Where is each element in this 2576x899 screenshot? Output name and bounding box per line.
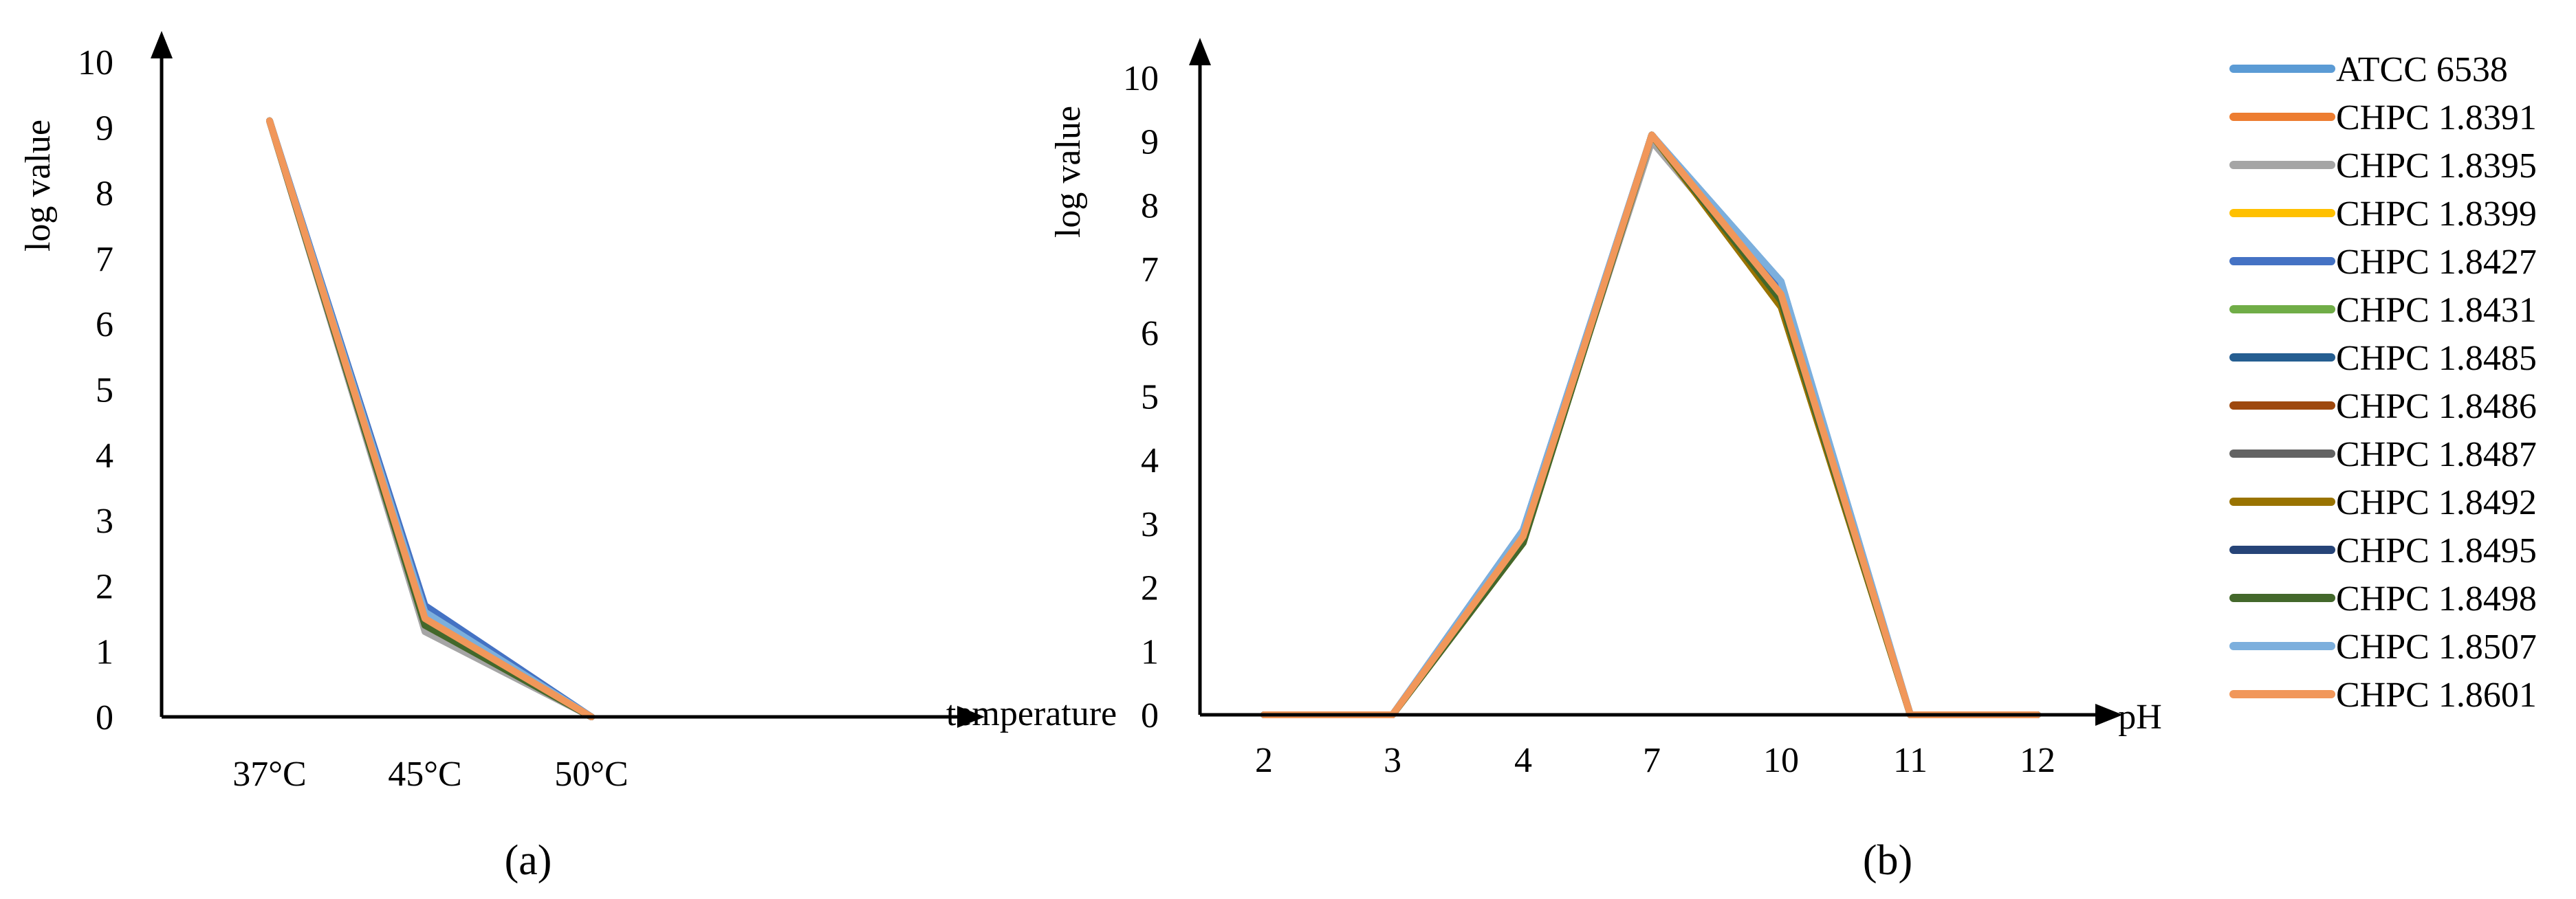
series-line bbox=[1260, 131, 2041, 718]
y-tick-label: 5 bbox=[1141, 378, 1159, 417]
series-group bbox=[266, 117, 595, 720]
legend-label: ATCC 6538 bbox=[2336, 50, 2508, 89]
legend-label: CHPC 1.8391 bbox=[2336, 98, 2537, 137]
series-group bbox=[1260, 131, 2041, 718]
x-tick-label: 12 bbox=[2020, 741, 2055, 780]
series-line bbox=[1260, 131, 2041, 718]
legend-label: CHPC 1.8498 bbox=[2336, 579, 2537, 619]
y-tick-label: 3 bbox=[96, 502, 113, 541]
series-line bbox=[266, 117, 595, 720]
x-tick-label: 37°C bbox=[232, 755, 306, 794]
series-line bbox=[1260, 131, 2041, 718]
y-tick-label: 0 bbox=[96, 698, 113, 737]
legend-label: CHPC 1.8395 bbox=[2336, 146, 2537, 186]
y-axis-arrow bbox=[151, 31, 173, 58]
legend-label: CHPC 1.8399 bbox=[2336, 195, 2537, 234]
y-axis-label: log value bbox=[19, 120, 58, 252]
y-tick-label: 9 bbox=[1141, 123, 1159, 162]
y-tick-label: 5 bbox=[96, 371, 113, 410]
panel-label-a: (a) bbox=[505, 837, 552, 884]
y-tick-label: 0 bbox=[1141, 696, 1159, 735]
series-line bbox=[1260, 131, 2041, 718]
x-tick-labels: 37°C 45°C 50°C bbox=[232, 755, 628, 794]
legend-label: CHPC 1.8427 bbox=[2336, 243, 2537, 282]
y-tick-label: 6 bbox=[1141, 314, 1159, 353]
series-line bbox=[266, 117, 595, 720]
x-tick-labels: 2 3 4 7 10 11 12 bbox=[1255, 741, 2055, 780]
x-tick-label: 10 bbox=[1763, 741, 1799, 780]
series-line bbox=[1260, 131, 2041, 718]
x-axis-label: temperature bbox=[946, 694, 1117, 733]
x-tick-label: 45°C bbox=[388, 755, 461, 794]
series-line bbox=[1260, 131, 2041, 718]
y-axis-arrow bbox=[1189, 38, 1211, 65]
y-tick-label: 6 bbox=[96, 305, 113, 344]
x-axis-arrow bbox=[2095, 704, 2123, 726]
legend-label: CHPC 1.8492 bbox=[2336, 483, 2537, 522]
y-tick-label: 8 bbox=[1141, 186, 1159, 225]
series-line bbox=[1260, 131, 2041, 718]
legend-label: CHPC 1.8495 bbox=[2336, 531, 2537, 570]
y-tick-labels: 0 1 2 3 4 5 6 7 8 9 10 bbox=[1123, 59, 1159, 735]
series-line bbox=[1260, 131, 2041, 718]
x-tick-label: 4 bbox=[1514, 741, 1532, 780]
series-line bbox=[1260, 131, 2041, 718]
chart-panel-a: 0 1 2 3 4 5 6 7 8 9 10 37°C 45°C 50°C log value temp… bbox=[19, 31, 1117, 884]
x-axis-label: pH bbox=[2118, 698, 2162, 737]
x-tick-label: 11 bbox=[1893, 741, 1928, 780]
y-tick-labels: 0 1 2 3 4 5 6 7 8 9 10 bbox=[78, 43, 113, 737]
series-line bbox=[1260, 131, 2041, 718]
y-tick-label: 9 bbox=[96, 109, 113, 148]
x-tick-label: 2 bbox=[1255, 741, 1273, 780]
y-axis-label: log value bbox=[1049, 106, 1088, 238]
panel-label-b: (b) bbox=[1863, 837, 1912, 884]
legend-label: CHPC 1.8507 bbox=[2336, 628, 2537, 667]
legend-label: CHPC 1.8431 bbox=[2336, 291, 2537, 330]
y-tick-label: 4 bbox=[96, 436, 113, 476]
series-line bbox=[1260, 131, 2041, 718]
y-tick-label: 2 bbox=[1141, 569, 1159, 608]
series-line bbox=[1260, 131, 2041, 718]
y-tick-label: 10 bbox=[78, 43, 113, 82]
legend-label: CHPC 1.8486 bbox=[2336, 387, 2537, 426]
y-tick-label: 2 bbox=[96, 567, 113, 606]
legend-label: CHPC 1.8487 bbox=[2336, 435, 2537, 474]
x-tick-label: 50°C bbox=[554, 755, 628, 794]
series-line bbox=[1260, 131, 2041, 718]
y-tick-label: 7 bbox=[96, 240, 113, 279]
x-tick-label: 7 bbox=[1643, 741, 1661, 780]
y-tick-label: 4 bbox=[1141, 441, 1159, 480]
y-tick-label: 3 bbox=[1141, 505, 1159, 544]
y-tick-label: 7 bbox=[1141, 250, 1159, 289]
y-tick-label: 1 bbox=[1141, 632, 1159, 672]
y-tick-label: 8 bbox=[96, 175, 113, 214]
y-tick-label: 10 bbox=[1123, 59, 1159, 98]
x-axis-arrow bbox=[957, 706, 985, 728]
legend-label: CHPC 1.8485 bbox=[2336, 339, 2537, 378]
legend: ATCC 6538 CHPC 1.8391 CHPC 1.8395 CHPC 1.83… bbox=[2229, 50, 2537, 715]
legend-label: CHPC 1.8601 bbox=[2336, 676, 2537, 715]
series-line bbox=[1260, 137, 2041, 718]
x-tick-label: 3 bbox=[1384, 741, 1401, 780]
y-tick-label: 1 bbox=[96, 633, 113, 672]
